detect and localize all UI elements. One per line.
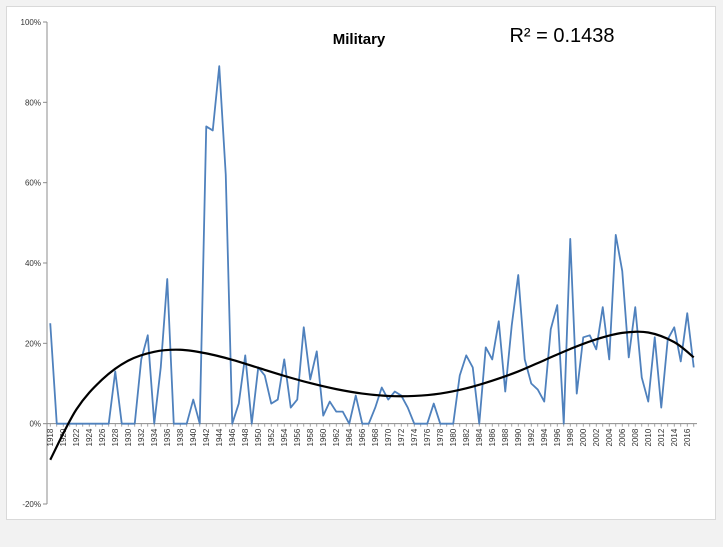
- data-series-line: [49, 65, 695, 425]
- x-tick-label: 1986: [488, 428, 497, 446]
- x-tick-label: 1936: [163, 428, 172, 446]
- x-tick-label: 1924: [85, 428, 94, 446]
- x-tick-label: 1998: [566, 428, 575, 446]
- x-tick-label: 1956: [293, 428, 302, 446]
- x-tick-label: 1918: [46, 428, 55, 446]
- x-tick-label: 1992: [527, 428, 536, 446]
- x-tick-label: 1948: [241, 428, 250, 446]
- r-squared-annotation: R² = 0.1438: [509, 25, 614, 47]
- x-tick-label: 1940: [189, 428, 198, 446]
- x-tick-label: 2004: [605, 428, 614, 446]
- x-tick-label: 2008: [631, 428, 640, 446]
- x-tick-label: 1950: [254, 428, 263, 446]
- x-tick-label: 1994: [540, 428, 549, 446]
- x-tick-label: 1988: [501, 428, 510, 446]
- x-tick-label: 1984: [475, 428, 484, 446]
- x-tick-label: 1944: [215, 428, 224, 446]
- x-tick-label: 1980: [449, 428, 458, 446]
- chart-svg: -20%0%20%40%60%80%100% 1918 1920 1922 1924 1…: [21, 18, 697, 509]
- x-tick-label: 2016: [683, 428, 692, 446]
- x-tick-label: 1952: [267, 428, 276, 446]
- y-tick-label: 80%: [25, 98, 41, 107]
- x-tick-label: 1970: [384, 428, 393, 446]
- y-tick-label: 20%: [25, 339, 41, 348]
- x-tick-label: 1958: [306, 428, 315, 446]
- x-tick-label: 1922: [72, 428, 81, 446]
- x-tick-label: 1962: [332, 428, 341, 446]
- x-tick-label: 1934: [150, 428, 159, 446]
- y-tick-label: 100%: [21, 18, 41, 27]
- x-tick-label: 1954: [280, 428, 289, 446]
- x-tick-label: 1964: [345, 428, 354, 446]
- x-tick-label: 2006: [618, 428, 627, 446]
- y-tick-labels: -20% 0% 20% 40% 60% 80% 100%: [21, 18, 41, 509]
- x-tick-label: 1966: [358, 428, 367, 446]
- x-tick-label: 1982: [462, 428, 471, 446]
- x-tick-label: 1960: [319, 428, 328, 446]
- y-tick-label: 60%: [25, 179, 41, 188]
- x-tick-label: 1932: [137, 428, 146, 446]
- y-tick-label: -20%: [22, 500, 41, 509]
- x-tick-label: 1926: [98, 428, 107, 446]
- x-tick-label: 1990: [514, 428, 523, 446]
- x-tick-label: 1996: [553, 428, 562, 446]
- axes-layer: [43, 21, 697, 505]
- y-tick-label: 40%: [25, 259, 41, 268]
- chart-title: Military: [333, 31, 386, 48]
- x-tick-label: 1920: [59, 428, 68, 446]
- x-tick-label: 2000: [579, 428, 588, 446]
- chart-frame: -20% 0% 20% 40% 60% 80% 100% 1918 1920 1922 1924 1…: [6, 6, 716, 520]
- x-tick-label: 1978: [436, 428, 445, 446]
- x-tick-label: 1930: [124, 428, 133, 446]
- x-tick-label: 1972: [397, 428, 406, 446]
- series-layer: [49, 65, 695, 461]
- x-tick-label: 2010: [644, 428, 653, 446]
- x-tick-label: 1928: [111, 428, 120, 446]
- x-tick-label: 1968: [371, 428, 380, 446]
- x-tick-label: 1942: [202, 428, 211, 446]
- x-tick-label: 2014: [670, 428, 679, 446]
- trendline-series: [49, 330, 695, 461]
- x-tick-labels: 1918 1920 1922 1924 1926 1928 1930 1932 1934 1936…: [46, 428, 692, 446]
- y-tick-label: 0%: [29, 420, 41, 429]
- x-tick-label: 2012: [657, 428, 666, 446]
- x-tick-label: 1938: [176, 428, 185, 446]
- x-tick-label: 2002: [592, 428, 601, 446]
- x-tick-label: 1974: [410, 428, 419, 446]
- x-tick-label: 1976: [423, 428, 432, 446]
- x-tick-label: 1946: [228, 428, 237, 446]
